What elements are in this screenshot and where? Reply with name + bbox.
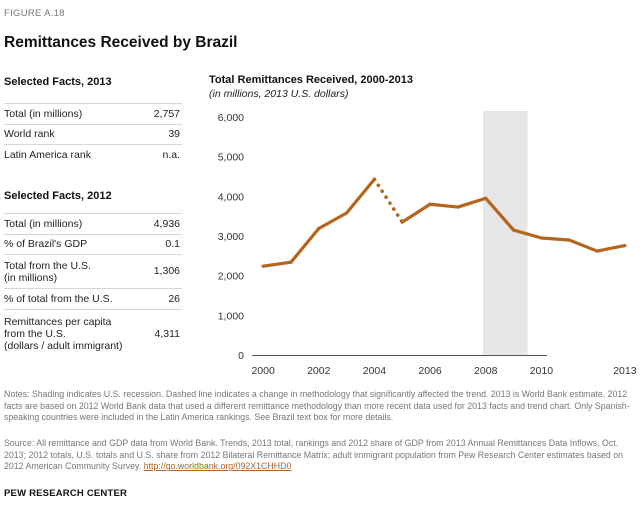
fact-label: % of total from the U.S. xyxy=(4,293,113,305)
fact-value: 2,757 xyxy=(153,108,180,120)
table-row: Total from the U.S. (in millions) 1,306 xyxy=(4,255,182,289)
line-segment xyxy=(511,228,543,240)
source: Source: All remittance and GDP data from… xyxy=(4,438,636,473)
table-row: % of total from the U.S. 26 xyxy=(4,289,182,310)
table-row: Latin America rank n.a. xyxy=(4,145,182,165)
source-link[interactable]: http://go.worldbank.org/092X1CHHD0 xyxy=(143,461,292,472)
fact-value: n.a. xyxy=(162,149,180,161)
facts-2012-heading: Selected Facts, 2012 xyxy=(4,190,112,202)
data-point xyxy=(539,236,543,240)
x-tick-label: 2013 xyxy=(613,365,637,377)
data-point xyxy=(317,226,321,230)
line-segment xyxy=(428,202,460,209)
figure-label: FIGURE A.18 xyxy=(4,8,65,19)
line-segment xyxy=(484,196,516,232)
x-tick-label: 2000 xyxy=(251,365,275,377)
data-point xyxy=(345,211,349,215)
data-point xyxy=(512,228,516,232)
data-point xyxy=(428,202,432,206)
data-point xyxy=(261,264,265,268)
line-segment xyxy=(345,177,377,215)
y-tick-label: 5,000 xyxy=(218,152,244,164)
source-text: Source: All remittance and GDP data from… xyxy=(4,438,624,472)
fact-label: Total (in millions) xyxy=(4,108,83,120)
chart-subtitle: (in millions, 2013 U.S. dollars) xyxy=(209,88,349,100)
y-tick-label: 3,000 xyxy=(218,231,244,243)
fact-label: Latin America rank xyxy=(4,149,91,161)
footer-brand: PEW RESEARCH CENTER xyxy=(4,488,128,499)
y-tick-label: 1,000 xyxy=(218,310,244,322)
notes: Notes: Shading indicates U.S. recession.… xyxy=(4,389,630,423)
line-segment xyxy=(456,196,488,209)
dashed-line-segment xyxy=(372,177,405,224)
data-point xyxy=(400,220,404,224)
fact-value: 4,936 xyxy=(153,218,180,230)
x-tick-label: 2006 xyxy=(418,365,442,377)
y-tick-label: 4,000 xyxy=(218,191,244,203)
data-point xyxy=(456,205,460,209)
fact-value: 0.1 xyxy=(165,238,180,250)
data-point xyxy=(372,177,376,181)
table-row: % of Brazil's GDP 0.1 xyxy=(4,234,182,255)
x-tick-label: 2002 xyxy=(307,365,331,377)
line-segment xyxy=(539,236,571,242)
fact-label: Total from the U.S. (in millions) xyxy=(4,260,91,284)
y-tick-label: 2,000 xyxy=(218,271,244,283)
data-point xyxy=(289,260,293,264)
fact-value: 39 xyxy=(168,128,180,140)
data-point xyxy=(595,249,599,253)
table-row: Remittances per capita from the U.S. (do… xyxy=(4,310,182,356)
fact-label: Remittances per capita from the U.S. (do… xyxy=(4,316,123,352)
fact-label: World rank xyxy=(4,128,55,140)
x-tick-label: 2010 xyxy=(530,365,554,377)
data-point xyxy=(623,244,627,248)
fact-value: 26 xyxy=(168,293,180,305)
table-row: World rank 39 xyxy=(4,124,182,145)
fact-label: % of Brazil's GDP xyxy=(4,238,88,250)
line-segment xyxy=(317,211,349,231)
x-tick-label: 2004 xyxy=(363,365,387,377)
y-tick-label: 6,000 xyxy=(218,112,244,124)
chart-title: Total Remittances Received, 2000-2013 xyxy=(209,74,414,86)
line-segment xyxy=(595,243,627,253)
line-segment xyxy=(400,202,432,224)
fact-value: 1,306 xyxy=(153,265,180,277)
data-point xyxy=(484,196,488,200)
table-row: Total (in millions) 2,757 xyxy=(4,103,182,125)
data-point xyxy=(567,238,571,242)
x-tick-label: 2008 xyxy=(474,365,498,377)
table-row: Total (in millions) 4,936 xyxy=(4,213,182,235)
page-title: Remittances Received by Brazil xyxy=(4,34,238,51)
line-segment xyxy=(567,238,599,253)
line-segment xyxy=(261,260,293,268)
fact-value: 4,311 xyxy=(154,328,181,340)
facts-2013-heading: Selected Facts, 2013 xyxy=(4,76,112,88)
fact-label: Total (in millions) xyxy=(4,218,83,230)
y-tick-label: 0 xyxy=(238,350,244,362)
line-segment xyxy=(289,226,321,264)
